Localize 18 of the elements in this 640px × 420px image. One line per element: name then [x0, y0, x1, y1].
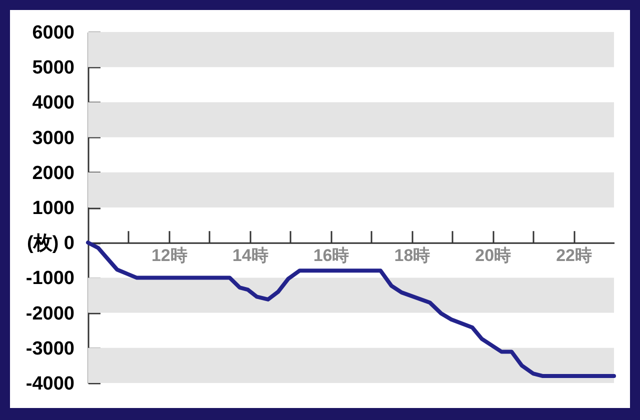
y-tick-label: 6000	[32, 22, 74, 44]
y-tick-label: -1000	[26, 268, 74, 290]
x-tick-label: 18時	[394, 246, 430, 266]
y-tick-label: 5000	[32, 58, 74, 79]
y-tick-label: 1000	[32, 198, 74, 219]
y-tick-label: (枚) 0	[27, 233, 74, 254]
y-tick-label: -2000	[26, 303, 74, 324]
x-tick-label: 16時	[313, 246, 350, 266]
x-tick-label: 12時	[151, 246, 188, 266]
y-tick-label: 4000	[32, 92, 74, 114]
line-series	[86, 240, 616, 378]
y-tick-label: 2000	[32, 162, 74, 184]
x-tick-label: 20時	[475, 246, 512, 266]
y-tick-label: -4000	[26, 374, 74, 394]
x-tick-label: 14時	[232, 246, 268, 266]
y-tick-label: -3000	[26, 338, 74, 360]
y-tick-label: 3000	[32, 128, 74, 149]
x-tick-label: 22時	[556, 246, 592, 266]
